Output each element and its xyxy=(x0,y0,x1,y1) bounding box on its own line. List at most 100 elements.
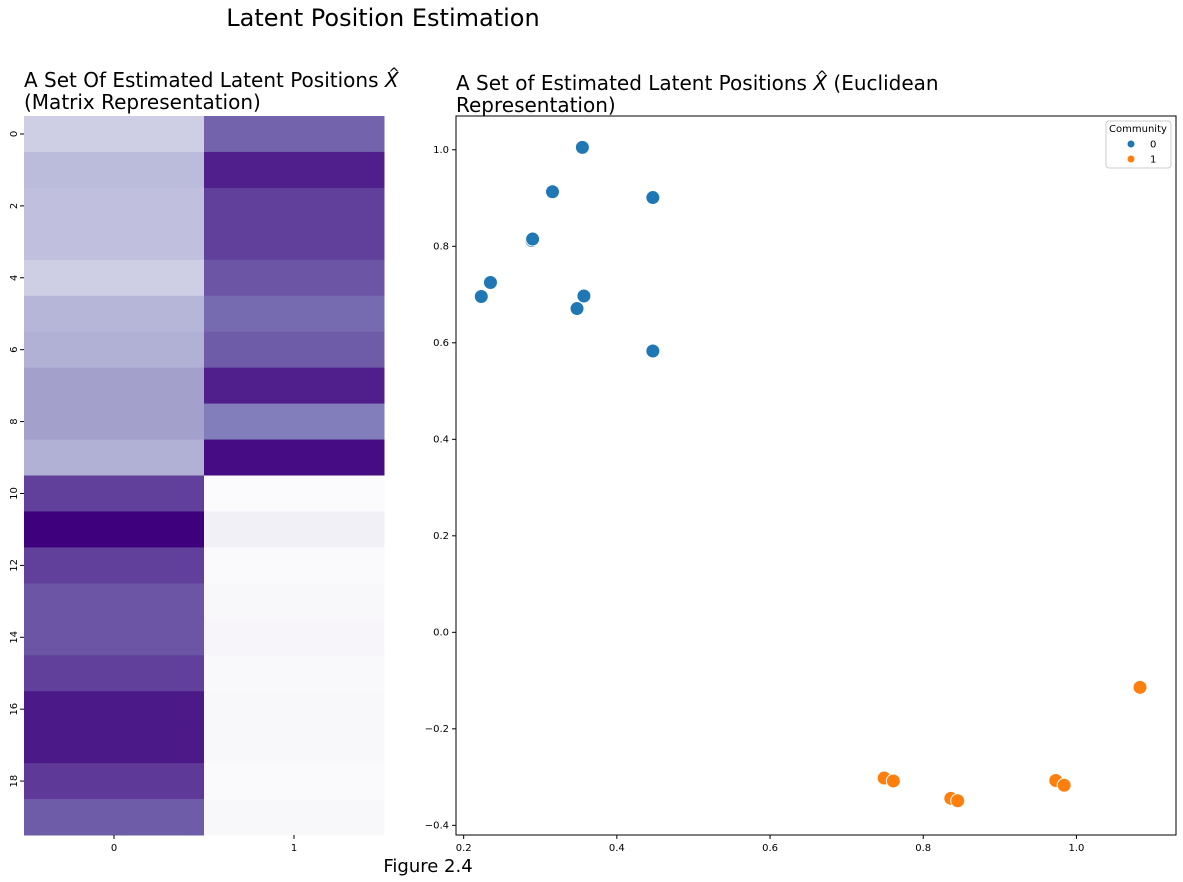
scatter-x-tick-label: 1.0 xyxy=(1068,843,1084,854)
heatmap-cell xyxy=(24,511,205,548)
scatter-point xyxy=(569,301,585,317)
heatmap-cells xyxy=(24,116,385,836)
heatmap-cell xyxy=(204,475,385,512)
scatter-point xyxy=(1132,679,1148,695)
scatter-point xyxy=(1056,777,1072,793)
heatmap-y-tick-label: 8 xyxy=(9,418,20,424)
heatmap-y-tick-label: 6 xyxy=(9,346,20,352)
scatter-legend: Community 01 xyxy=(1105,120,1172,169)
scatter-point xyxy=(950,793,966,809)
heatmap-y-tick-label: 16 xyxy=(9,703,20,716)
figure-caption: Figure 2.4 xyxy=(383,856,472,877)
heatmap-cell xyxy=(24,547,205,584)
heatmap-cell xyxy=(204,799,385,836)
heatmap-cell xyxy=(204,187,385,225)
heatmap-cell xyxy=(204,763,385,800)
scatter-y-tick-label: 0.2 xyxy=(433,531,449,542)
scatter-y-tick-label: −0.4 xyxy=(425,820,449,831)
heatmap-x-tick-label: 1 xyxy=(291,843,297,854)
scatter-y-tick-label: 0.4 xyxy=(433,434,449,445)
heatmap-title-prefix: A Set Of Estimated Latent Positions xyxy=(24,68,385,92)
scatter-point xyxy=(885,773,901,789)
heatmap-y-tick-label: 18 xyxy=(9,775,20,788)
heatmap-cell xyxy=(204,223,385,261)
heatmap-cell xyxy=(24,655,205,692)
scatter-title-line2: Representation) xyxy=(456,93,616,117)
heatmap-cell xyxy=(24,583,205,620)
heatmap-cell xyxy=(204,331,385,369)
legend-label: 1 xyxy=(1150,155,1156,166)
heatmap-cell xyxy=(24,619,205,656)
heatmap-cell xyxy=(24,295,205,333)
heatmap-cell xyxy=(24,799,205,836)
heatmap-cell xyxy=(204,367,385,405)
heatmap-cell xyxy=(24,367,205,405)
heatmap-title-line1: A Set Of Estimated Latent Positions X xyxy=(24,68,400,92)
heatmap-y-tick-label: 0 xyxy=(9,131,20,137)
heatmap-y-tick-label: 2 xyxy=(9,203,20,209)
legend-marker xyxy=(1126,154,1136,164)
scatter-point xyxy=(545,184,561,200)
scatter-point xyxy=(645,343,661,359)
scatter-points xyxy=(473,139,1148,809)
scatter-plot-frame xyxy=(455,115,1177,836)
heatmap-cell xyxy=(204,116,385,153)
legend-marker xyxy=(1126,139,1136,149)
scatter-x-tick-label: 0.2 xyxy=(456,843,472,854)
heatmap-cell xyxy=(204,439,385,476)
heatmap-title-symbol: X xyxy=(384,68,400,92)
legend-title: Community xyxy=(1109,124,1167,135)
legend-frame xyxy=(1105,120,1172,169)
heatmap-title-line2: (Matrix Representation) xyxy=(24,90,261,114)
legend-label: 0 xyxy=(1150,140,1156,151)
heatmap-cell xyxy=(24,223,205,261)
heatmap-cell xyxy=(24,116,205,153)
heatmap-cell xyxy=(204,403,385,441)
scatter-panel: A Set of Estimated Latent Positions X (E… xyxy=(425,69,1177,854)
scatter-y-tick-label: 0.8 xyxy=(433,241,449,252)
heatmap-cell xyxy=(24,259,205,297)
heatmap-y-tick-label: 14 xyxy=(9,631,20,644)
heatmap-cell xyxy=(24,403,205,441)
scatter-point xyxy=(525,231,541,247)
heatmap-cell xyxy=(204,583,385,620)
heatmap-title-hat: ^ xyxy=(388,66,400,82)
scatter-y-tick-label: −0.2 xyxy=(425,724,449,735)
heatmap-cell xyxy=(204,511,385,548)
scatter-y-tick-label: 1.0 xyxy=(433,145,449,156)
heatmap-y-axis: 0 2 4 6 8 10 12 14 16 18 xyxy=(9,131,24,788)
heatmap-cell xyxy=(204,259,385,297)
heatmap-cell xyxy=(204,151,385,189)
scatter-point xyxy=(576,288,592,304)
scatter-y-axis: −0.4 −0.2 0.0 0.2 0.4 0.6 0.8 1.0 xyxy=(425,145,456,831)
heatmap-cell xyxy=(204,295,385,333)
scatter-point xyxy=(473,288,489,304)
heatmap-cell xyxy=(24,151,205,189)
scatter-x-tick-label: 0.8 xyxy=(915,843,931,854)
heatmap-y-tick-label: 10 xyxy=(9,487,20,500)
scatter-x-axis: 0.2 0.4 0.6 0.8 1.0 xyxy=(456,835,1084,854)
scatter-title-prefix: A Set of Estimated Latent Positions xyxy=(456,71,813,95)
scatter-title-suffix: (Euclidean xyxy=(827,71,939,95)
heatmap-cell xyxy=(24,727,205,764)
scatter-x-tick-label: 0.6 xyxy=(762,843,778,854)
scatter-x-tick-label: 0.4 xyxy=(609,843,625,854)
scatter-point xyxy=(645,190,661,206)
scatter-title-symbol: X xyxy=(812,71,828,95)
scatter-y-tick-label: 0.0 xyxy=(433,627,449,638)
heatmap-y-tick-label: 4 xyxy=(9,275,20,281)
scatter-title-hat: ^ xyxy=(816,69,828,85)
heatmap-cell xyxy=(204,727,385,764)
scatter-point xyxy=(574,139,590,155)
heatmap-cell xyxy=(24,475,205,512)
heatmap-panel: A Set Of Estimated Latent Positions X ^ … xyxy=(9,66,400,854)
legend-entries: 01 xyxy=(1126,139,1156,166)
heatmap-cell xyxy=(24,187,205,225)
heatmap-cell xyxy=(24,331,205,369)
heatmap-y-tick-label: 12 xyxy=(9,559,20,572)
scatter-y-tick-label: 0.6 xyxy=(433,338,449,349)
heatmap-cell xyxy=(24,763,205,800)
heatmap-cell xyxy=(204,691,385,728)
